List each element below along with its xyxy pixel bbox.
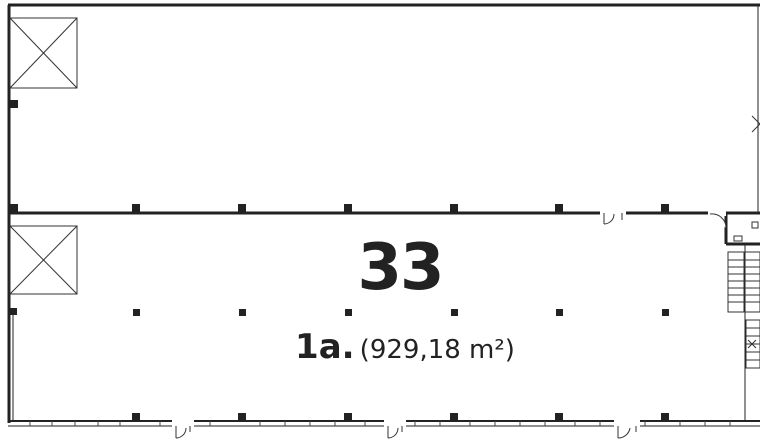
unit-area-label: 1a. (929,18 m²) — [240, 330, 570, 364]
door-icon — [708, 210, 727, 229]
window-icon — [751, 115, 760, 133]
door-icon — [600, 210, 626, 225]
door-icon — [614, 420, 640, 439]
upper-space — [7, 3, 760, 215]
window-ticks — [29, 421, 731, 426]
column-icon — [10, 100, 18, 108]
door-icon — [172, 420, 194, 439]
ventilation-shaft-icon — [9, 17, 78, 89]
floor-label: 1a. — [295, 327, 355, 367]
column-icon — [10, 204, 18, 212]
ventilation-shaft-icon — [9, 225, 78, 295]
staircase-icon — [727, 251, 760, 369]
columns-interior — [10, 308, 669, 316]
area-size: (929,18 m²) — [359, 335, 515, 365]
utility-box-icon — [733, 221, 759, 242]
door-icon — [384, 420, 406, 439]
unit-number: 33 — [357, 231, 444, 305]
columns-bottom — [132, 413, 669, 421]
columns-divider — [132, 204, 669, 212]
